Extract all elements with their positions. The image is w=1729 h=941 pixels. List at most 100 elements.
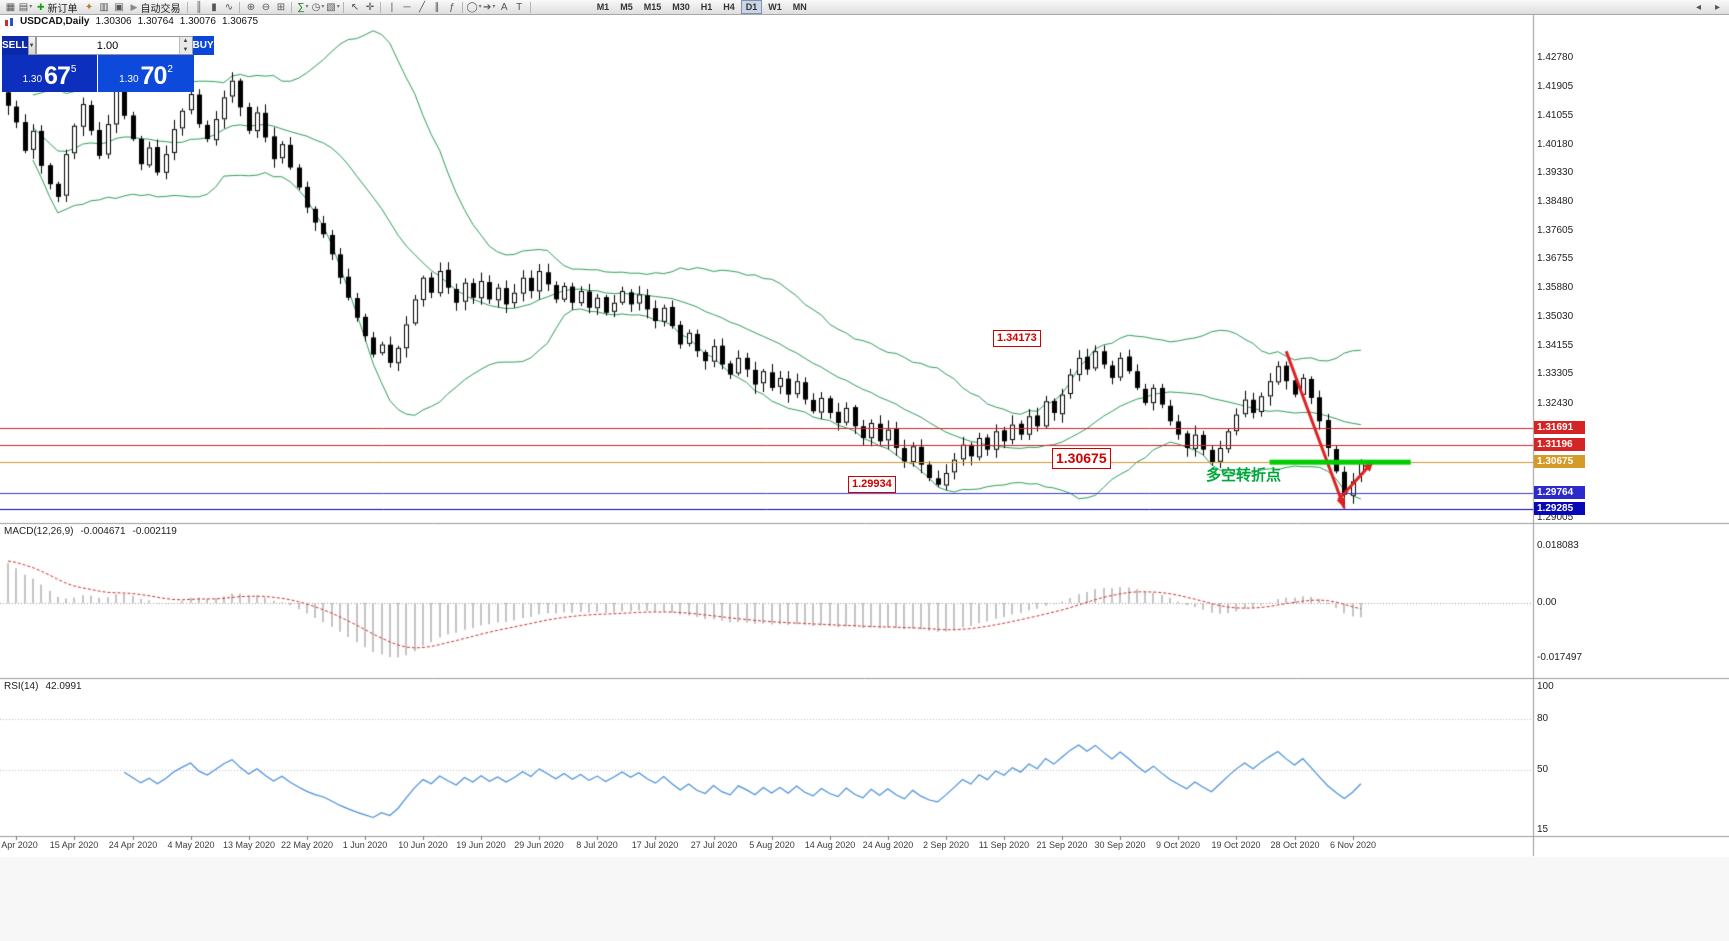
sell-quote-button[interactable]: 1.30 67 5 [2, 55, 98, 92]
timeframe-mn[interactable]: MN [792, 2, 807, 12]
price-tick: 1.39330 [1537, 167, 1574, 179]
cursor-icon[interactable]: ↖ [350, 1, 360, 13]
shapes-icon[interactable]: ◯ ▾ [466, 1, 482, 13]
volume-down-icon[interactable]: ▼ [179, 45, 192, 54]
volume-spinner: ▲ ▼ [178, 37, 192, 54]
toolbar-separator [291, 1, 293, 13]
price-tick: 1.36755 [1537, 253, 1574, 265]
vertical-line-icon[interactable]: | [390, 1, 394, 13]
price-tick: 1.37605 [1537, 224, 1574, 236]
toolbar-separator [462, 1, 464, 13]
price-tag-1.31196: 1.31196 [1534, 437, 1585, 451]
timeframe-m15[interactable]: M15 [643, 2, 662, 12]
navigator-icon[interactable]: ✦ [84, 1, 94, 13]
timeframe-h1[interactable]: H1 [700, 2, 713, 12]
chevron-down-icon: ▾ [336, 3, 340, 10]
date-label: 10 Jun 2020 [398, 840, 448, 850]
rsi-axis-value: 80 [1537, 712, 1549, 724]
price-tick: 1.35880 [1537, 282, 1574, 294]
chart-info-line: USDCAD,Daily 1.30306 1.30764 1.30076 1.3… [4, 16, 258, 27]
open-value: 1.30306 [95, 16, 132, 27]
new-chart-icon[interactable]: ▦ [5, 1, 16, 13]
timeframe-m5[interactable]: M5 [620, 2, 633, 12]
text-icon[interactable]: A [500, 1, 508, 13]
chevron-down-icon: ▾ [305, 3, 309, 10]
macd-axis-value: -0.017497 [1537, 652, 1583, 664]
price-tick: 1.40180 [1537, 138, 1574, 150]
trendline-icon[interactable]: ╱ [418, 1, 425, 13]
templates-icon[interactable]: ▧ ▾ [326, 1, 340, 13]
fibonacci-icon[interactable]: ƒ [449, 1, 455, 13]
macd-signal-value: -0.002119 [132, 526, 177, 537]
buy-button[interactable]: BUY [192, 36, 214, 55]
date-label: 1 Jun 2020 [342, 840, 388, 850]
trade-panel-quotes: 1.30 67 5 1.30 70 2 [2, 55, 194, 92]
channel-icon[interactable]: ∥ [434, 1, 440, 13]
sell-button[interactable]: SELL [2, 36, 28, 55]
date-label: 24 Apr 2020 [108, 840, 158, 850]
date-label: 29 Jun 2020 [514, 840, 564, 850]
toolbar-scroll-right-icon[interactable]: ▸ [1714, 2, 1721, 13]
crosshair-icon[interactable]: ✛ [365, 1, 375, 13]
date-label: 17 Jul 2020 [631, 840, 679, 850]
timeframe-h4[interactable]: H4 [723, 2, 735, 12]
date-label: 6 Apr 2020 [0, 840, 38, 850]
price-tag-1.31691: 1.31691 [1534, 421, 1585, 435]
timeframe-bar: M1 M5 M15 M30 H1 H4 D1 W1 MN [592, 0, 812, 14]
toolbar-scroll-left-icon[interactable]: ◂ [1695, 2, 1702, 13]
volume-up-icon[interactable]: ▲ [179, 37, 192, 46]
zoom-in-icon[interactable]: ⊕ [246, 1, 256, 13]
symbol-period-label: USDCAD,Daily [20, 16, 90, 27]
toolbar-separator [343, 1, 345, 13]
timeframe-m1[interactable]: M1 [596, 2, 610, 12]
price-tag-1.30675: 1.30675 [1534, 455, 1585, 469]
toolbar-overflow: ◂ ▸ [1691, 1, 1725, 14]
new-order-button[interactable]: ✚ 新订单 [37, 1, 78, 15]
price-tick: 1.41905 [1537, 81, 1574, 93]
zoom-out-icon[interactable]: ⊖ [261, 1, 271, 13]
date-label: 30 Sep 2020 [1094, 840, 1146, 850]
text-label-icon[interactable]: T [516, 1, 523, 13]
line-chart-icon[interactable]: ∿ [224, 1, 234, 13]
timeframe-m30[interactable]: M30 [672, 2, 690, 12]
low-value: 1.30076 [179, 16, 216, 27]
arrows-icon[interactable]: ➔ ▾ [482, 1, 496, 13]
chevron-down-icon: ▾ [29, 3, 33, 10]
date-label: 11 Sep 2020 [978, 840, 1030, 850]
tile-windows-icon[interactable]: ⊞ [276, 1, 286, 13]
turning-point-note[interactable]: 多空转折点 [1206, 467, 1282, 484]
volume-dropdown-icon[interactable]: ▼ [27, 36, 36, 55]
date-label: 27 Jul 2020 [690, 840, 738, 850]
toolbar: ▦ ▤ ▾ ✚ 新订单 ✦ ▥ ▣ ▶ 自动交易 ║ ▮ ∿ ⊕ ⊖ ⊞ ∑ ▾ ◷ ▾ ▧ ▾ ↖ ✛ | ─ ╱ ∥ ƒ ◯ ▾ ➔ ▾ A T… [0, 0, 1729, 15]
market-watch-icon[interactable]: ▥ [99, 1, 109, 13]
periods-icon[interactable]: ◷ ▾ [311, 1, 325, 13]
current-price-label[interactable]: 1.30675 [1052, 448, 1111, 469]
buy-quote-button[interactable]: 1.30 70 2 [98, 55, 194, 92]
date-label: 19 Oct 2020 [1211, 840, 1261, 850]
indicators-icon[interactable]: ∑ ▾ [297, 1, 309, 13]
toolbar-items: ▦ ▤ ▾ ✚ 新订单 ✦ ▥ ▣ ▶ 自动交易 ║ ▮ ∿ ⊕ ⊖ ⊞ ∑ ▾ ◷ ▾ ▧ ▾ ↖ ✛ | ─ ╱ ∥ ƒ ◯ ▾ ➔ ▾ A T [3, 1, 534, 15]
bar-chart-icon[interactable]: ║ [195, 1, 203, 13]
chart-profiles-icon[interactable]: ▤ ▾ [18, 1, 33, 13]
date-label: 8 Jul 2020 [576, 840, 618, 850]
timeframe-w1[interactable]: W1 [768, 2, 782, 12]
candlestick-chart-icon[interactable]: ▮ [211, 1, 217, 13]
buy-price-big: 70 [140, 62, 168, 90]
price-tick: 1.33305 [1537, 368, 1574, 380]
peak-price-label[interactable]: 1.34173 [993, 330, 1041, 347]
horizontal-line-icon[interactable]: ─ [403, 1, 411, 13]
timeframe-d1[interactable]: D1 [740, 0, 763, 14]
auto-trading-button[interactable]: ▶ 自动交易 [130, 1, 181, 15]
low-price-label[interactable]: 1.29934 [848, 476, 896, 493]
volume-input[interactable] [36, 37, 179, 54]
macd-axis-value: 0.00 [1537, 597, 1557, 608]
macd-header: MACD(12,26,9) -0.004671 -0.002119 [4, 526, 177, 537]
toolbar-separator [239, 1, 241, 13]
toolbar-separator [187, 1, 189, 13]
date-label: 13 May 2020 [222, 840, 276, 850]
data-window-icon[interactable]: ▣ [114, 1, 124, 13]
price-tick: 1.34155 [1537, 339, 1574, 351]
date-label: 24 Aug 2020 [862, 840, 914, 850]
sell-price-base: 1.30 [22, 74, 43, 85]
